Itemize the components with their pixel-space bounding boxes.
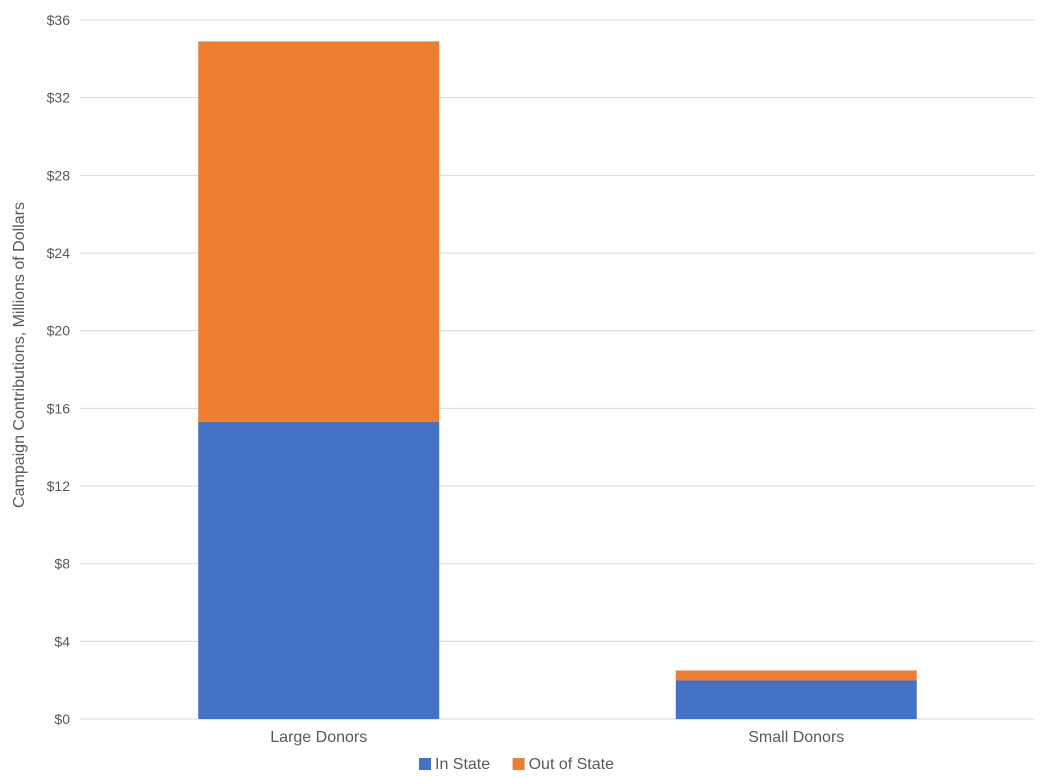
y-tick-label: $4 xyxy=(54,633,70,649)
legend-label: Out of State xyxy=(529,756,614,773)
y-axis-ticks: $0 $4 $8 $12 $16 $20 $24 $28 $32 $36 xyxy=(47,12,71,727)
y-axis-title: Campaign Contributions, Millions of Doll… xyxy=(11,202,28,508)
legend-label: In State xyxy=(435,756,490,773)
legend-swatch-out-of-state xyxy=(512,758,525,770)
y-tick-label: $24 xyxy=(47,245,71,261)
y-tick-label: $32 xyxy=(47,90,71,106)
y-tick-label: $36 xyxy=(47,12,71,28)
x-category-label: Small Donors xyxy=(748,729,844,746)
y-tick-label: $16 xyxy=(47,400,71,416)
y-tick-label: $12 xyxy=(47,478,71,494)
legend: In State Out of State xyxy=(419,756,614,773)
bar-out-of-state-large-donors xyxy=(198,41,440,422)
y-tick-label: $28 xyxy=(47,167,71,183)
x-category-label: Large Donors xyxy=(270,729,367,746)
y-tick-label: $0 xyxy=(54,711,70,727)
y-tick-label: $8 xyxy=(54,556,70,572)
bar-out-of-state-small-donors xyxy=(675,670,917,681)
y-tick-label: $20 xyxy=(47,323,71,339)
bar-in-state-large-donors xyxy=(198,421,440,719)
x-axis-categories: Large Donors Small Donors xyxy=(270,729,844,746)
legend-swatch-in-state xyxy=(419,758,431,770)
bar-in-state-small-donors xyxy=(675,680,917,719)
bars xyxy=(198,41,917,719)
